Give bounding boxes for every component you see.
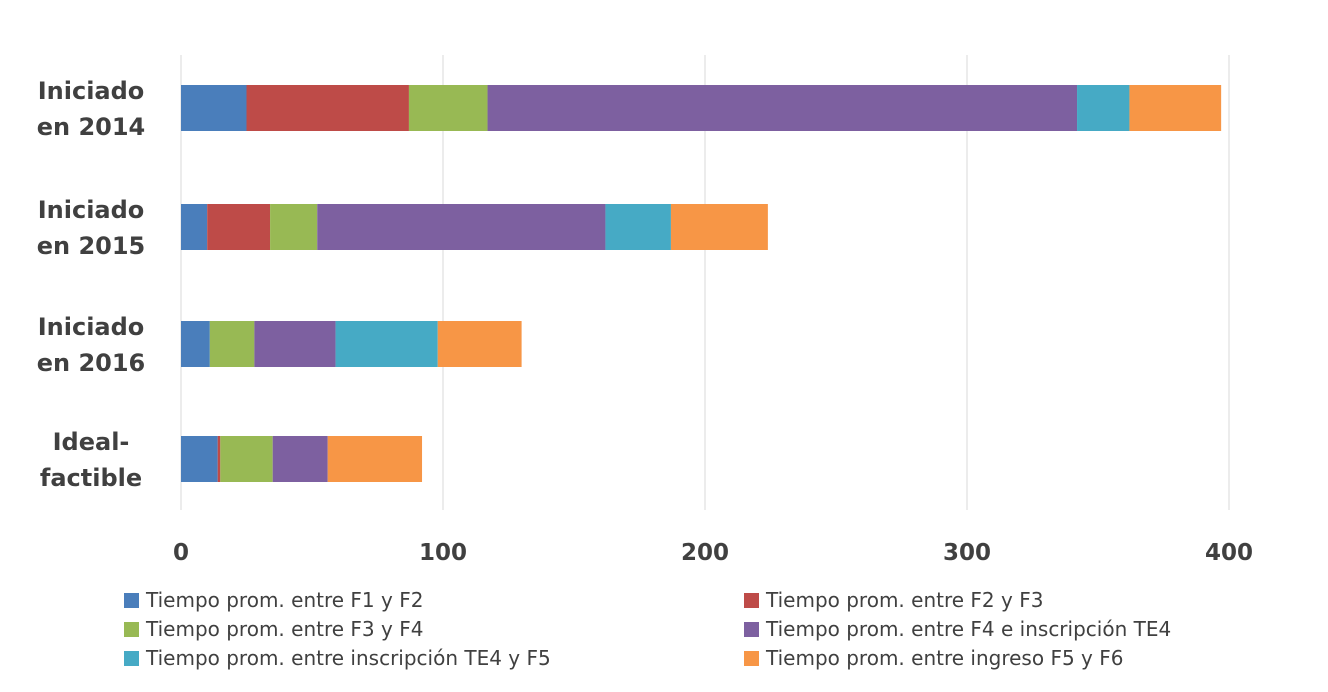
category-label: Iniciado en 2016 [37, 313, 146, 377]
category-label-line: Iniciado [38, 77, 145, 105]
category-label-line: Iniciado [38, 196, 145, 224]
category-label: Iniciado en 2014 [37, 77, 146, 141]
bar-segment-cat2-series6 [670, 204, 768, 250]
category-label-line: Ideal- [53, 428, 130, 456]
bar-segment-cat3-series4 [254, 321, 336, 367]
legend-swatch-series6 [744, 651, 759, 666]
category-label-line: factible [40, 464, 142, 492]
legend-label-series5: Tiempo prom. entre inscripción TE4 y F5 [145, 646, 551, 670]
bar-segment-cat2-series2 [207, 204, 271, 250]
bar-segment-cat3-series6 [437, 321, 522, 367]
bar-segment-cat1-series5 [1077, 85, 1130, 131]
bar-segment-cat1-series3 [408, 85, 488, 131]
category-label-line: en 2014 [37, 113, 146, 141]
category-label: Iniciado en 2015 [37, 196, 146, 260]
legend-label-series2: Tiempo prom. entre F2 y F3 [765, 588, 1043, 612]
x-tick-label: 400 [1205, 540, 1253, 566]
legend-swatch-series5 [124, 651, 139, 666]
legend: Tiempo prom. entre F1 y F2 Tiempo prom. e… [124, 588, 1171, 670]
legend-swatch-series4 [744, 622, 759, 637]
legend-swatch-series3 [124, 622, 139, 637]
category-label-line: en 2016 [37, 349, 146, 377]
bar-segment-cat4-series4 [272, 436, 328, 482]
legend-label-series1: Tiempo prom. entre F1 y F2 [145, 588, 423, 612]
legend-label-series4: Tiempo prom. entre F4 e inscripción TE4 [765, 617, 1171, 641]
x-tick-label: 0 [173, 540, 189, 566]
bar-segment-cat4-series2 [217, 436, 221, 482]
bar-segment-cat3-series3 [209, 321, 255, 367]
bar-segment-cat4-series1 [181, 436, 218, 482]
legend-label-series6: Tiempo prom. entre ingreso F5 y F6 [765, 646, 1123, 670]
legend-swatch-series2 [744, 593, 759, 608]
category-labels: Iniciado en 2014 Iniciado en 2015 Iniciado en… [37, 77, 146, 492]
bar-segment-cat4-series3 [220, 436, 273, 482]
x-tick-label: 100 [419, 540, 467, 566]
bar-segment-cat3-series1 [181, 321, 210, 367]
bar-segment-cat2-series3 [270, 204, 318, 250]
bars [181, 85, 1222, 482]
bar-segment-cat1-series6 [1129, 85, 1222, 131]
legend-label-series3: Tiempo prom. entre F3 y F4 [145, 617, 423, 641]
bar-segment-cat2-series4 [317, 204, 606, 250]
bar-segment-cat1-series4 [487, 85, 1078, 131]
legend-swatch-series1 [124, 593, 139, 608]
x-tick-labels: 0 100 200 300 400 [173, 540, 1253, 566]
bar-segment-cat4-series6 [327, 436, 423, 482]
category-label-line: en 2015 [37, 232, 146, 260]
bar-segment-cat3-series5 [335, 321, 438, 367]
category-label: Ideal-factible [40, 428, 142, 492]
category-label-line: Iniciado [38, 313, 145, 341]
bar-segment-cat1-series1 [181, 85, 247, 131]
bar-segment-cat2-series5 [605, 204, 671, 250]
bar-segment-cat1-series2 [246, 85, 409, 131]
bar-segment-cat2-series1 [181, 204, 208, 250]
x-tick-label: 300 [943, 540, 991, 566]
x-tick-label: 200 [681, 540, 729, 566]
